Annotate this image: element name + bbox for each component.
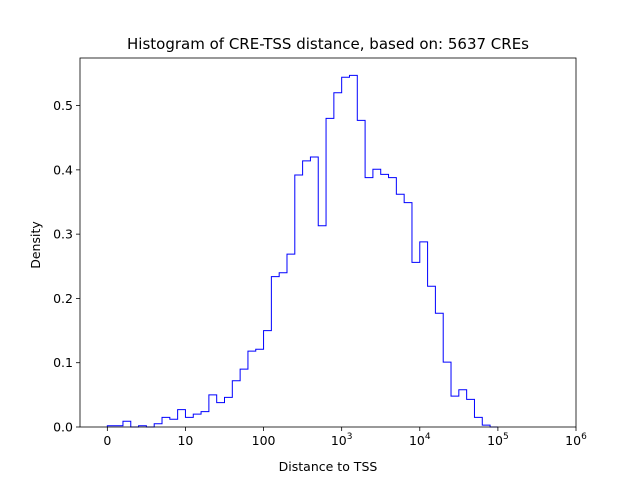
y-tick-label: 0.4 (53, 162, 73, 177)
histogram-bin (295, 175, 303, 427)
chart-title: Histogram of CRE-TSS distance, based on:… (127, 35, 529, 53)
histogram-bin (318, 226, 326, 427)
x-axis-label: Distance to TSS (279, 459, 378, 474)
y-tick-label: 0.1 (53, 355, 73, 370)
histogram-bin (428, 286, 436, 427)
histogram-bin (209, 395, 217, 427)
y-tick-label: 0.5 (53, 98, 73, 113)
histogram-bin (193, 414, 201, 427)
histogram-bin (396, 194, 404, 427)
y-tick-label: 0.0 (53, 420, 73, 435)
histogram-bin (264, 331, 272, 427)
y-axis-label: Density (28, 221, 43, 269)
x-tick-label: 103 (331, 432, 353, 448)
histogram-bin (467, 399, 475, 427)
histogram-bin (185, 417, 193, 427)
x-tick-label: 104 (409, 432, 431, 448)
axes-frame (79, 57, 577, 428)
histogram-bin (381, 174, 389, 427)
y-tick-label: 0.2 (53, 291, 73, 306)
histogram-bin (443, 362, 451, 427)
histogram-bin (435, 313, 443, 427)
histogram-bin (201, 412, 209, 427)
histogram-bin (256, 349, 264, 427)
histogram-bin (271, 277, 279, 427)
histogram-bin (373, 169, 381, 427)
histogram-bin (365, 178, 373, 427)
x-tick-label: 105 (487, 432, 509, 448)
histogram-bin (170, 419, 178, 427)
histogram-bin (357, 120, 365, 427)
histogram-bin (451, 396, 459, 427)
histogram-bin (420, 242, 428, 427)
histogram-bin (303, 161, 311, 427)
histogram-bin (412, 262, 420, 427)
x-tick-label: 100 (252, 433, 276, 448)
histogram-bin (404, 203, 412, 427)
x-tick-label: 106 (565, 432, 587, 448)
histogram-bin (326, 118, 334, 427)
histogram-bin (232, 381, 240, 427)
histogram-bin (310, 157, 318, 427)
histogram-bin (342, 77, 350, 427)
histogram-bin (248, 351, 256, 427)
histogram-bin (389, 178, 397, 427)
plot-area: 0 10 100 103 104 105 106 0.0 0.1 0.2 0.3 0.4 0.5 (53, 57, 587, 448)
histogram-bin (154, 424, 162, 427)
histogram-bin (287, 254, 295, 427)
histogram-bin (349, 75, 357, 427)
x-tick-label: 10 (177, 433, 193, 448)
histogram-step-line (106, 74, 498, 428)
histogram-bin (240, 369, 248, 427)
histogram-bin (279, 273, 287, 427)
x-tick-label: 0 (103, 433, 111, 448)
histogram-bin (459, 390, 467, 427)
y-tick-label: 0.3 (53, 227, 73, 242)
histogram-bin (474, 417, 482, 427)
histogram-bin (334, 93, 342, 427)
histogram-bin (123, 421, 131, 427)
histogram-bin (162, 417, 170, 427)
histogram-bin (225, 397, 233, 427)
histogram-bin (178, 410, 186, 427)
histogram-bin (217, 403, 225, 427)
